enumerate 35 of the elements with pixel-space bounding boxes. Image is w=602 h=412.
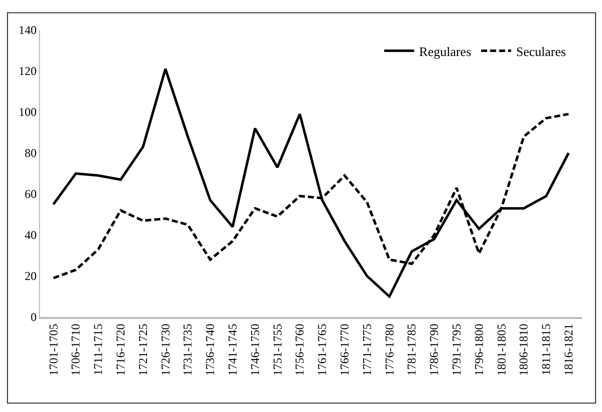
line-series [52,68,570,298]
x-tick-label: 1706-1710 [68,324,83,376]
x-tick-label: 1796-1800 [472,324,486,376]
x-tick-label: 1781-1785 [404,324,419,376]
y-tick-label: 80 [24,146,37,160]
x-tick-label: 1761-1765 [315,324,330,376]
x-tick-label: 1806-1810 [516,324,531,376]
legend-label: Regulares [419,44,472,59]
x-tick-label: 1801-1805 [494,324,508,376]
x-tick-label: 1721-1725 [136,324,150,376]
y-tick-label: 20 [24,269,37,284]
y-tick-label: 0 [30,310,37,324]
x-tick-label: 1726-1730 [158,324,172,376]
x-tick-label: 1811-1815 [539,324,554,376]
x-tick-label: 1701-1705 [46,324,60,376]
y-tick-label: 40 [24,228,37,242]
x-tick-label: 1791-1795 [449,324,464,376]
y-tick-label: 140 [18,23,37,38]
x-tick-label: 1771-1775 [360,324,374,376]
x-tick-label: 1766-1770 [338,324,352,376]
x-tick-label: 1711-1715 [91,324,106,376]
legend-label: Seculares [516,44,566,59]
x-tick-label: 1751-1755 [270,324,284,376]
y-tick-label: 100 [18,105,37,120]
x-tick-label: 1746-1750 [248,324,262,376]
x-tick-label: 1731-1735 [180,324,195,376]
x-tick-label: 1716-1720 [114,324,128,376]
y-tick-label: 60 [24,187,37,202]
y-tick-label: 120 [18,64,37,78]
x-tick-label: 1786-1790 [427,324,442,376]
x-tick-label: 1756-1760 [292,324,307,376]
x-tick-label: 1741-1745 [226,324,240,376]
x-tick-label: 1736-1740 [203,324,218,376]
x-tick-label: 1776-1780 [382,324,396,376]
x-tick-label: 1816-1821 [561,324,576,376]
